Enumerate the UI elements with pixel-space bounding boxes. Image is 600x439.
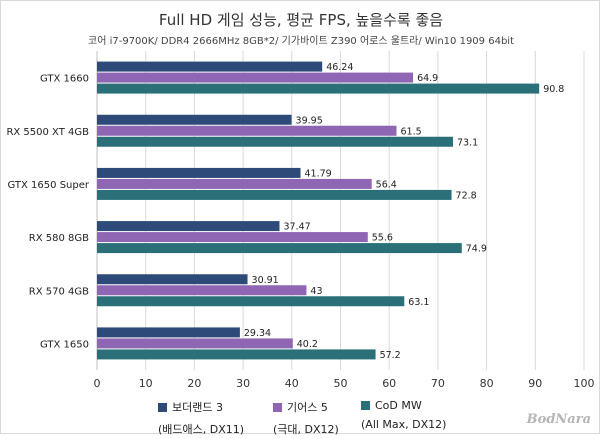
bar-s0-c3 (97, 221, 280, 232)
legend-sub-gears: (극대, DX12) (273, 423, 339, 436)
legend-swatch-borderlands (158, 403, 167, 412)
legend-sub-cod: (All Max, DX12) (361, 418, 447, 431)
x-tick-label-10: 10 (139, 377, 153, 390)
value-label-s0-c4: 30.91 (252, 275, 279, 286)
legend-label-cod: CoD MW (375, 399, 422, 412)
value-label-s0-c0: 46.24 (326, 62, 353, 73)
bar-s2-c3 (97, 243, 462, 254)
value-label-s1-c1: 61.5 (401, 126, 422, 137)
x-tick-label-30: 30 (236, 377, 250, 390)
value-label-s0-c3: 37.47 (283, 222, 310, 233)
bar-s1-c2 (97, 178, 372, 189)
legend-item-borderlands: 보더랜드 3 (배드애스, DX11) (158, 399, 244, 437)
bar-s1-c0 (97, 72, 414, 83)
value-label-s0-c1: 39.95 (296, 115, 323, 126)
category-label-2: GTX 1650 Super (8, 180, 90, 191)
x-tick-label-20: 20 (187, 377, 201, 390)
bar-s2-c5 (97, 349, 376, 360)
value-label-s2-c0: 90.8 (543, 84, 564, 95)
bar-s0-c4 (97, 274, 248, 285)
value-label-s1-c5: 40.2 (297, 339, 318, 350)
value-label-s2-c4: 63.1 (408, 297, 429, 308)
bar-s0-c2 (97, 167, 301, 178)
bar-s1-c3 (97, 232, 368, 243)
bar-s1-c5 (97, 338, 293, 349)
category-label-5: GTX 1650 (40, 339, 89, 350)
category-label-4: RX 570 4GB (29, 286, 89, 297)
value-label-s1-c4: 43 (310, 286, 322, 297)
bar-s0-c5 (97, 327, 240, 338)
value-label-s2-c1: 73.1 (457, 137, 478, 148)
legend-item-cod: CoD MW (All Max, DX12) (361, 399, 446, 431)
bar-s2-c4 (97, 296, 405, 307)
value-label-s0-c2: 41.79 (305, 168, 332, 179)
legend-item-gears: 기어스 5 (극대, DX12) (273, 399, 339, 437)
category-label-3: RX 580 8GB (29, 233, 89, 244)
bar-s0-c1 (97, 114, 292, 125)
bar-s2-c2 (97, 189, 452, 200)
x-tick-label-60: 60 (382, 377, 396, 390)
value-label-s1-c0: 64.9 (417, 73, 438, 84)
x-tick-label-50: 50 (334, 377, 348, 390)
bar-s0-c0 (97, 61, 323, 72)
value-label-s1-c3: 55.6 (372, 233, 393, 244)
legend-sub-borderlands: (배드애스, DX11) (158, 423, 245, 436)
x-tick-label-80: 80 (480, 377, 494, 390)
value-label-s2-c3: 74.9 (466, 244, 487, 255)
x-tick-label-0: 0 (94, 377, 101, 390)
bar-s1-c1 (97, 125, 397, 136)
x-tick-label-90: 90 (528, 377, 542, 390)
value-label-s2-c2: 72.8 (456, 190, 477, 201)
legend-swatch-cod (361, 401, 370, 410)
category-label-0: GTX 1660 (40, 74, 89, 85)
value-label-s1-c2: 56.4 (376, 179, 397, 190)
bar-s2-c0 (97, 83, 540, 94)
value-label-s2-c5: 57.2 (380, 350, 401, 361)
legend-label-gears: 기어스 5 (287, 401, 328, 414)
x-tick-label-40: 40 (285, 377, 299, 390)
legend-swatch-gears (273, 403, 282, 412)
bar-s2-c1 (97, 136, 453, 147)
value-label-s0-c5: 29.34 (244, 328, 271, 339)
chart-title: Full HD 게임 성능, 평균 FPS, 높을수록 좋음 (158, 11, 444, 29)
legend-label-borderlands: 보더랜드 3 (172, 401, 223, 414)
chart-legend: 보더랜드 3 (배드애스, DX11) 기어스 5 (극대, DX12) CoD… (1, 399, 600, 439)
watermark-logo: BodNara (526, 412, 591, 427)
category-label-1: RX 5500 XT 4GB (6, 127, 89, 138)
chart-subtitle: 코어 i7-9700K/ DDR4 2666MHz 8GB*2/ 기가바이트 Z… (88, 36, 514, 47)
bar-s1-c4 (97, 285, 307, 296)
x-tick-label-70: 70 (431, 377, 445, 390)
x-tick-label-100: 100 (574, 377, 595, 390)
